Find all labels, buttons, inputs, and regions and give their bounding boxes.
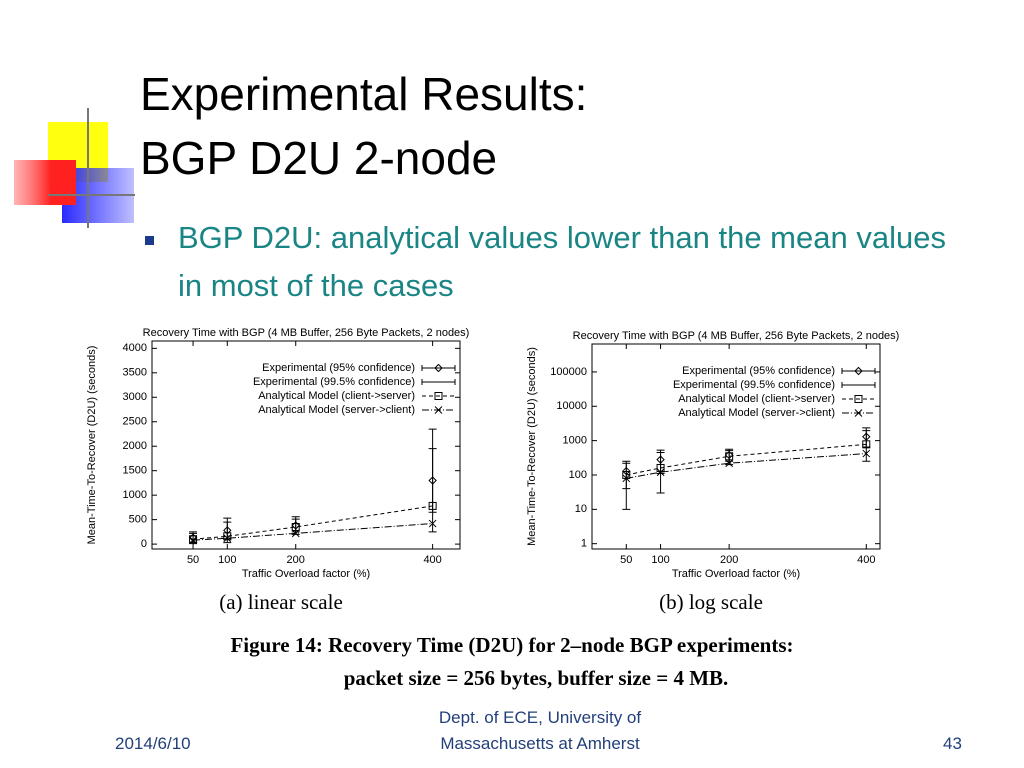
legend-sample [421,379,456,385]
marker-x [854,409,863,417]
legend-sample [421,365,456,371]
y-tick-label: 4000 [123,342,147,354]
error-bar [189,531,198,545]
chart-title: Recovery Time with BGP (4 MB Buffer, 256… [573,330,900,342]
marker-x [428,519,437,528]
footer-page: 43 [943,734,962,753]
y-tick-label: 1000 [563,435,587,447]
error-bar [622,460,631,510]
x-tick-label: 50 [187,554,199,566]
legend-label: Experimental (99.5% confidence) [253,376,415,388]
y-tick-label: 2500 [123,416,147,428]
y-tick-label: 1500 [123,465,147,477]
marker-square [725,452,734,461]
series-line [626,443,867,476]
x-tick-label: 100 [651,554,669,566]
y-tick-label: 0 [141,538,147,550]
marker-x [622,474,631,483]
marker-square [434,392,443,400]
x-tick-label: 200 [287,554,305,566]
marker-diamond [854,366,863,376]
y-tick-label: 1 [581,538,587,550]
marker-square [223,532,232,541]
footer-date: 2014/6/10 [115,734,191,753]
title-line: BGP D2U 2-node [140,132,498,184]
series-line [626,453,867,479]
legend-sample [841,382,876,388]
legend-sample [841,368,876,374]
marker-x [291,529,300,538]
legend-label: Analytical Model (client->server) [678,393,835,405]
error-bar [725,448,734,466]
y-tick-label: 3500 [123,367,147,379]
chart-title: Recovery Time with BGP (4 MB Buffer, 256… [143,327,470,339]
marker-x [434,406,443,414]
series-line [193,505,433,540]
legend-label: Experimental (95% confidence) [262,362,415,374]
y-tick-label: 3000 [123,391,147,403]
marker-x [189,536,197,545]
series-line [193,523,433,541]
legend-label: Experimental (95% confidence) [682,365,835,377]
title-line: Experimental Results: [140,68,588,120]
error-bar [291,516,300,535]
marker-x [656,468,665,477]
x-tick-label: 100 [218,554,236,566]
marker-square [656,463,665,472]
footer-line: Massachusetts at Amherst [440,734,640,753]
footer-line: Dept. of ECE, University of [438,708,642,727]
y-tick-label: 10000 [556,400,587,412]
marker-x [725,459,733,468]
marker-square [854,395,863,403]
marker-square [862,440,871,449]
y-tick-label: 1000 [123,489,147,501]
marker-square [428,501,437,510]
x-axis-label: Traffic Overload factor (%) [672,568,800,580]
marker-square [189,535,198,544]
x-tick-label: 200 [720,554,738,566]
y-axis-label: Mean-Time-To-Recover (D2U) (seconds) [526,347,538,546]
charts: Recovery Time with BGP (4 MB Buffer, 256… [86,327,900,614]
figure-caption: Figure 14: Recovery Time (D2U) for 2–nod… [230,633,794,657]
slide-title: Experimental Results: BGP D2U 2-node [140,62,587,190]
y-tick-label: 500 [129,514,147,526]
chart-caption: (b) log scale [659,590,763,614]
x-tick-label: 400 [857,554,875,566]
error-bar [862,427,871,462]
y-axis-label: Mean-Time-To-Recover (D2U) (seconds) [86,346,98,545]
footer-organization: Dept. of ECE, University of Massachusett… [380,705,700,757]
marker-x [223,534,232,543]
marker-diamond [434,363,443,373]
chart-caption: (a) linear scale [219,590,343,614]
decoration [14,108,135,228]
x-tick-label: 50 [620,554,632,566]
legend-label: Analytical Model (client->server) [258,390,415,402]
error-bar [428,428,437,533]
legend-label: Analytical Model (server->client) [678,407,835,419]
plot-frame [591,343,881,550]
figure-caption: packet size = 256 bytes, buffer size = 4… [343,666,729,690]
bullet-marker [145,236,154,245]
y-tick-label: 10 [575,503,587,515]
y-tick-label: 2000 [123,440,147,452]
bullet-text: BGP D2U: analytical values lower than th… [178,220,946,303]
legend-label: Experimental (99.5% confidence) [673,379,835,391]
x-axis-label: Traffic Overload factor (%) [242,568,370,580]
marker-x [862,449,871,458]
y-tick-label: 100 [569,469,587,481]
legend-label: Analytical Model (server->client) [258,404,415,416]
red-square [14,160,76,205]
plot-frame [151,340,461,550]
marker-square [291,522,300,531]
y-tick-label: 100000 [550,366,587,378]
x-tick-label: 400 [423,554,441,566]
